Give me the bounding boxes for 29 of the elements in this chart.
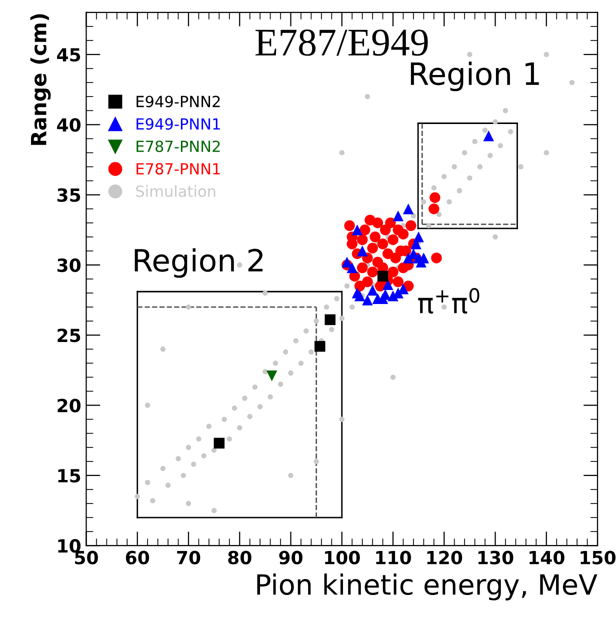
- x-tick-label: 90: [279, 550, 302, 564]
- legend-label: E787-PNN2: [136, 140, 220, 152]
- annotation: π$^{+}$π$^{0}$: [418, 288, 480, 314]
- x-tick-label: 110: [376, 550, 411, 564]
- y-tick-label: 35: [57, 188, 80, 202]
- y-tick-label: 45: [57, 48, 80, 62]
- x-tick-label: 50: [75, 550, 98, 564]
- x-tick-label: 80: [228, 550, 252, 564]
- x-tick-label: 150: [580, 550, 616, 564]
- x-tick-label: 100: [325, 550, 360, 564]
- x-tick-label: 140: [530, 550, 564, 564]
- x-tick-label: 120: [427, 550, 462, 564]
- y-tick-label: 15: [58, 469, 80, 483]
- y-tick-label: 25: [58, 328, 80, 342]
- annotation: Region 2: [134, 248, 263, 278]
- legend-label: E949-PNN2: [136, 96, 220, 108]
- x-tick-label: 60: [126, 550, 150, 564]
- x-tick-label: 130: [478, 550, 514, 564]
- annotation: Region 1: [410, 62, 539, 92]
- chart-title: E787/E949: [256, 30, 428, 56]
- y-tick-label: 30: [57, 258, 81, 272]
- legend-label: E949-PNN1: [136, 118, 220, 130]
- y-tick-label: 10: [58, 539, 81, 553]
- y-axis-title: Range (cm): [30, 14, 51, 145]
- x-tick-label: 70: [177, 550, 200, 564]
- y-tick-label: 40: [57, 118, 81, 132]
- legend-label: E787-PNN1: [136, 163, 220, 175]
- x-axis-title: Pion kinetic energy, MeV: [257, 573, 598, 600]
- y-tick-label: 20: [58, 398, 81, 412]
